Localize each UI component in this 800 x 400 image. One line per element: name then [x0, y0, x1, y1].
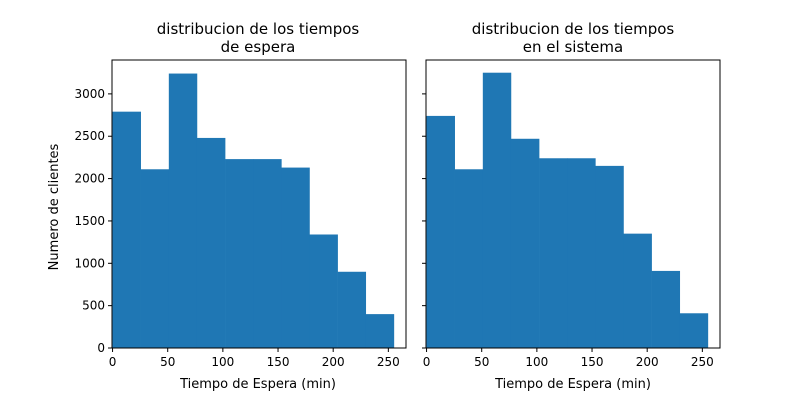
histogram-bar [426, 115, 455, 348]
chart-title-line2: de espera [221, 38, 296, 56]
y-tick-label: 1000 [74, 256, 105, 270]
y-tick-label: 2500 [74, 129, 105, 143]
histogram-bar [482, 72, 512, 349]
axes-frame [111, 59, 407, 349]
histogram-bar [168, 73, 198, 348]
histogram-bar [225, 159, 254, 348]
x-tick-label: 250 [377, 355, 400, 369]
chart-title-line1: distribucion de los tiempos [472, 20, 675, 38]
y-tick-label: 2000 [74, 172, 105, 186]
y-tick-label: 0 [97, 341, 105, 355]
axes-frame [425, 59, 721, 349]
histogram-bar [337, 271, 367, 348]
x-tick-label: 0 [423, 355, 431, 369]
chart-title-line2: en el sistema [523, 38, 623, 56]
x-tick-label: 100 [525, 355, 548, 369]
x-tick-label: 0 [109, 355, 117, 369]
y-tick-label: 1500 [74, 214, 105, 228]
histogram-bar [281, 167, 310, 348]
x-tick-label: 200 [636, 355, 659, 369]
histogram-bar [595, 165, 624, 348]
histogram-bar [253, 159, 282, 348]
chart-panel-system-time: distribucion de los tiempos en el sistem… [422, 20, 721, 392]
x-tick-label: 200 [322, 355, 345, 369]
x-tick-label: 50 [160, 355, 175, 369]
x-axis-label: Tiempo de Espera (min) [179, 377, 336, 392]
histogram-bar [510, 138, 540, 348]
chart-panel-waiting-time: distribucion de los tiempos de espera Ti… [47, 20, 407, 392]
x-tick-label: 150 [581, 355, 604, 369]
histogram-bar [309, 234, 338, 348]
histogram-bar [567, 158, 596, 348]
y-tick-label: 500 [82, 299, 105, 313]
x-tick-label: 100 [211, 355, 234, 369]
histogram-bar [623, 233, 652, 348]
x-tick-label: 150 [267, 355, 290, 369]
x-tick-label: 250 [691, 355, 714, 369]
y-axis-label: Numero de clientes [47, 143, 62, 270]
x-axis-label: Tiempo de Espera (min) [494, 377, 651, 392]
histogram-bar [140, 169, 170, 348]
histogram-bar [679, 313, 709, 348]
histogram-bar [454, 169, 484, 348]
histogram-bar [539, 158, 568, 348]
chart-title-line1: distribucion de los tiempos [157, 20, 360, 38]
x-tick-label: 50 [474, 355, 489, 369]
y-tick-label: 3000 [74, 87, 105, 101]
histogram-bar [651, 270, 681, 348]
histogram-bar [365, 314, 395, 348]
histogram-bar [112, 111, 141, 348]
histogram-bar [196, 137, 226, 348]
